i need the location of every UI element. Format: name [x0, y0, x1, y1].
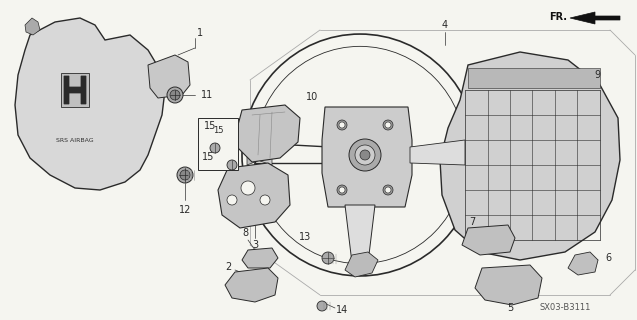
Circle shape: [355, 145, 375, 165]
Circle shape: [180, 170, 190, 180]
Text: 6: 6: [605, 253, 611, 263]
Polygon shape: [255, 141, 335, 165]
Polygon shape: [238, 105, 300, 162]
Circle shape: [177, 167, 193, 183]
Text: 8: 8: [242, 228, 248, 238]
Polygon shape: [81, 76, 86, 104]
Text: 7: 7: [469, 217, 475, 227]
Circle shape: [170, 90, 180, 100]
Text: FR.: FR.: [549, 12, 567, 22]
Polygon shape: [322, 107, 412, 207]
Polygon shape: [247, 145, 260, 165]
Circle shape: [260, 195, 270, 205]
Circle shape: [339, 187, 345, 193]
Circle shape: [317, 301, 327, 311]
Text: 15: 15: [202, 152, 214, 162]
Circle shape: [227, 195, 237, 205]
Circle shape: [322, 252, 334, 264]
Text: 9: 9: [594, 70, 600, 80]
Polygon shape: [468, 68, 600, 88]
Text: 15: 15: [213, 125, 223, 134]
Circle shape: [337, 120, 347, 130]
Text: 3: 3: [252, 240, 258, 250]
Circle shape: [339, 122, 345, 128]
Polygon shape: [64, 76, 69, 104]
Polygon shape: [568, 252, 598, 275]
Text: SX03-B3111: SX03-B3111: [540, 303, 590, 313]
Text: 14: 14: [336, 305, 348, 315]
Circle shape: [349, 139, 381, 171]
Polygon shape: [462, 225, 515, 255]
Circle shape: [360, 150, 370, 160]
Bar: [61, 73, 89, 107]
Polygon shape: [218, 163, 290, 228]
Polygon shape: [148, 55, 190, 98]
Polygon shape: [345, 205, 375, 263]
Polygon shape: [440, 52, 620, 260]
Polygon shape: [64, 76, 69, 104]
Polygon shape: [69, 87, 81, 93]
Polygon shape: [25, 18, 40, 35]
Circle shape: [385, 122, 391, 128]
Circle shape: [167, 87, 183, 103]
Polygon shape: [570, 12, 620, 24]
Circle shape: [383, 120, 393, 130]
Text: 4: 4: [442, 20, 448, 30]
Text: 5: 5: [507, 303, 513, 313]
Polygon shape: [81, 76, 86, 104]
Text: 15: 15: [204, 121, 216, 131]
Polygon shape: [15, 18, 165, 190]
Polygon shape: [69, 87, 81, 93]
Text: 12: 12: [179, 205, 191, 215]
Polygon shape: [410, 140, 465, 165]
Ellipse shape: [242, 34, 478, 276]
Circle shape: [385, 187, 391, 193]
Polygon shape: [345, 252, 378, 277]
Bar: [198, 118, 238, 170]
Text: 1: 1: [197, 28, 203, 38]
Circle shape: [227, 160, 237, 170]
Circle shape: [241, 181, 255, 195]
Text: 11: 11: [201, 90, 213, 100]
Circle shape: [337, 185, 347, 195]
Polygon shape: [242, 248, 278, 268]
Polygon shape: [475, 265, 542, 305]
Text: SRS AIRBAG: SRS AIRBAG: [56, 138, 94, 142]
Circle shape: [210, 143, 220, 153]
Text: 10: 10: [306, 92, 318, 102]
Text: 2: 2: [225, 262, 231, 272]
Text: 13: 13: [299, 232, 311, 242]
Polygon shape: [260, 145, 272, 165]
Polygon shape: [225, 268, 278, 302]
Ellipse shape: [254, 46, 466, 264]
Circle shape: [383, 185, 393, 195]
